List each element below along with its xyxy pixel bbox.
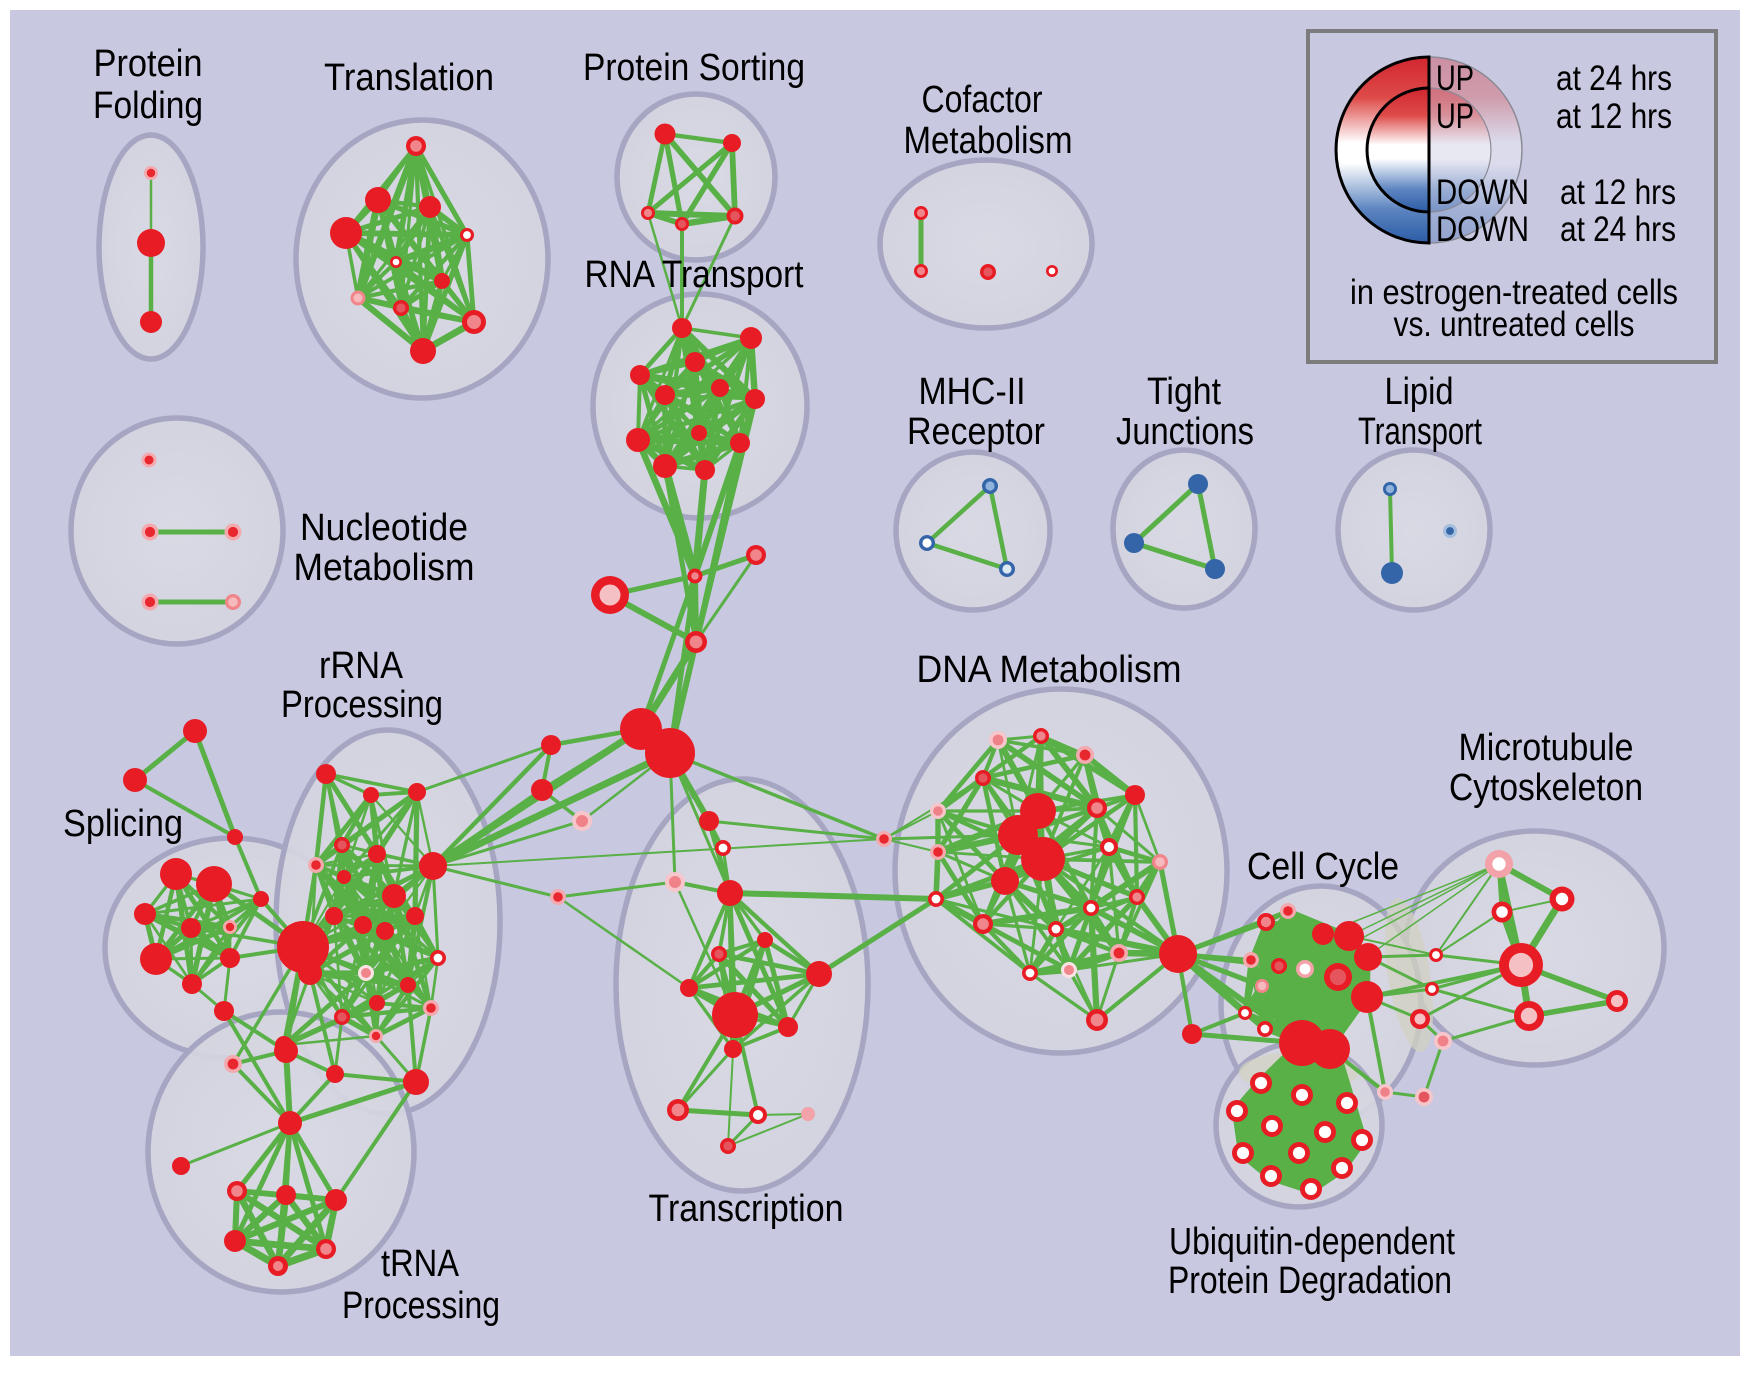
svg-text:Tight: Tight — [1147, 371, 1221, 413]
svg-text:RNA Transport: RNA Transport — [585, 254, 804, 296]
svg-text:Cell Cycle: Cell Cycle — [1247, 846, 1399, 888]
svg-text:Nucleotide: Nucleotide — [300, 507, 468, 549]
svg-text:Cytoskeleton: Cytoskeleton — [1449, 767, 1643, 809]
svg-text:Metabolism: Metabolism — [294, 547, 475, 589]
svg-text:rRNA: rRNA — [319, 645, 404, 687]
svg-text:DNA Metabolism: DNA Metabolism — [917, 649, 1182, 691]
svg-text:Cofactor: Cofactor — [922, 79, 1043, 121]
svg-text:DOWN: DOWN — [1436, 173, 1529, 212]
svg-text:Receptor: Receptor — [907, 411, 1045, 453]
svg-text:Transcription: Transcription — [649, 1188, 844, 1230]
svg-text:Processing: Processing — [342, 1285, 500, 1327]
svg-text:Folding: Folding — [93, 85, 203, 127]
svg-text:Lipid: Lipid — [1385, 371, 1454, 413]
svg-text:Metabolism: Metabolism — [904, 120, 1073, 162]
svg-text:tRNA: tRNA — [381, 1243, 460, 1285]
svg-text:Junctions: Junctions — [1116, 411, 1254, 453]
svg-text:DOWN: DOWN — [1436, 210, 1529, 249]
svg-text:at 12 hrs: at 12 hrs — [1556, 97, 1672, 136]
svg-text:Protein Degradation: Protein Degradation — [1168, 1260, 1452, 1302]
svg-text:in estrogen-treated cells: in estrogen-treated cells — [1350, 273, 1678, 312]
svg-text:UP: UP — [1436, 59, 1474, 98]
svg-text:Transport: Transport — [1358, 411, 1482, 453]
svg-text:Protein Sorting: Protein Sorting — [583, 47, 805, 89]
svg-text:UP: UP — [1436, 97, 1474, 136]
svg-text:Protein: Protein — [94, 43, 203, 85]
svg-text:Translation: Translation — [324, 57, 494, 99]
svg-text:at 24 hrs: at 24 hrs — [1560, 210, 1676, 249]
svg-text:Microtubule: Microtubule — [1459, 727, 1634, 769]
svg-text:Ubiquitin-dependent: Ubiquitin-dependent — [1169, 1221, 1455, 1263]
svg-text:vs. untreated cells: vs. untreated cells — [1394, 305, 1635, 344]
svg-text:Splicing: Splicing — [63, 803, 183, 845]
svg-text:at 12 hrs: at 12 hrs — [1560, 173, 1676, 212]
svg-text:at 24 hrs: at 24 hrs — [1556, 59, 1672, 98]
svg-text:MHC-II: MHC-II — [919, 371, 1026, 413]
svg-text:Processing: Processing — [281, 684, 443, 726]
